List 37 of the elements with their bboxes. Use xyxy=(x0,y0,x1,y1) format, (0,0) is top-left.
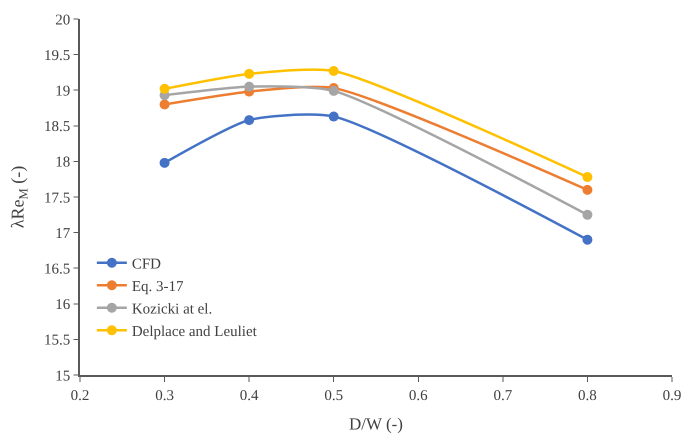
legend-label: CFD xyxy=(132,256,162,273)
point xyxy=(160,158,170,168)
point xyxy=(328,66,339,76)
x-tick-label: 0.4 xyxy=(240,388,260,404)
y-tick-label: 20 xyxy=(55,12,70,28)
x-axis-title: D/W (-) xyxy=(349,414,403,434)
legend-label: Delplace and Leuliet xyxy=(132,324,258,340)
x-tick-label: 0.8 xyxy=(578,388,597,404)
point xyxy=(160,99,170,110)
point xyxy=(582,234,592,245)
legend-label: Kozicki at el. xyxy=(132,302,212,318)
y-tick-label: 16.5 xyxy=(44,261,70,278)
x-tick-label: 0.3 xyxy=(155,388,174,404)
y-tick-label: 17.5 xyxy=(44,190,70,206)
y-tick-label: 19.5 xyxy=(44,48,70,64)
x-tick-label: 0.7 xyxy=(493,388,513,404)
point xyxy=(328,86,339,96)
y-tick-label: 15.5 xyxy=(44,332,70,349)
y-tick-label: 15 xyxy=(55,368,70,384)
y-tick-label: 18.5 xyxy=(44,119,70,136)
point xyxy=(328,112,339,122)
point xyxy=(244,68,254,79)
point xyxy=(244,82,254,92)
x-tick-label: 0.5 xyxy=(324,388,344,404)
x-tick-label: 0.9 xyxy=(662,388,682,404)
legend-label: Eq. 3-17 xyxy=(132,279,184,296)
x-tick-label: 0.6 xyxy=(408,388,428,404)
y-tick-label: 16 xyxy=(55,297,71,314)
y-tick-label: 18 xyxy=(55,154,70,171)
point xyxy=(582,172,592,182)
point xyxy=(160,84,170,94)
point xyxy=(582,184,592,195)
point xyxy=(244,115,254,126)
y-tick-label: 17 xyxy=(55,226,71,242)
x-tick-label: 0.2 xyxy=(70,388,90,404)
y-tick-label: 19 xyxy=(55,83,70,100)
point xyxy=(582,210,592,220)
